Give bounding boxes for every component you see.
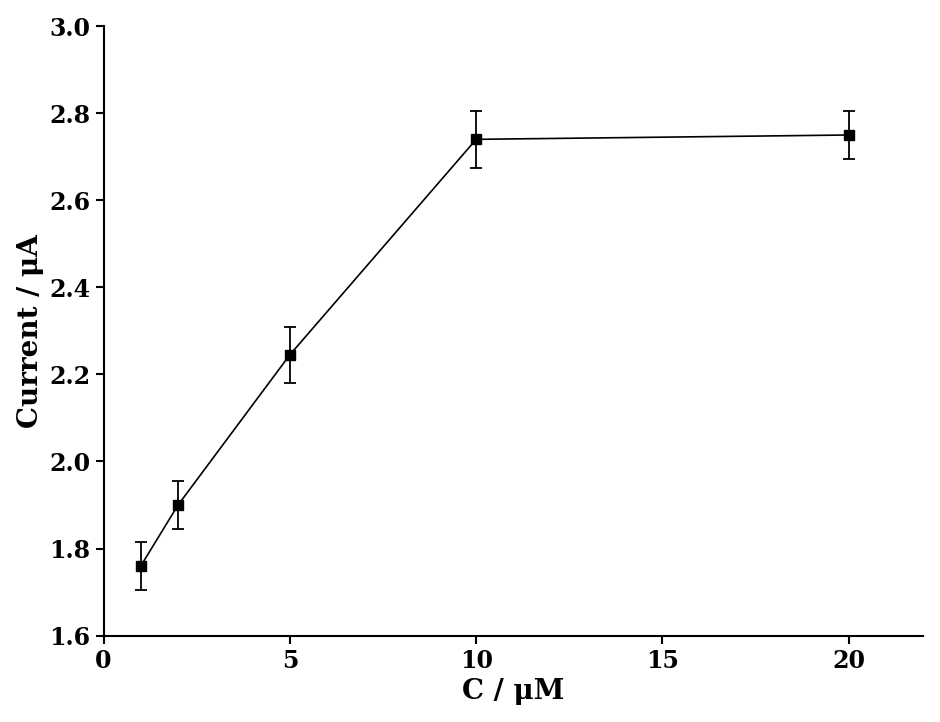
X-axis label: C / μM: C / μM <box>462 679 565 705</box>
Y-axis label: Current / μA: Current / μA <box>17 234 43 428</box>
